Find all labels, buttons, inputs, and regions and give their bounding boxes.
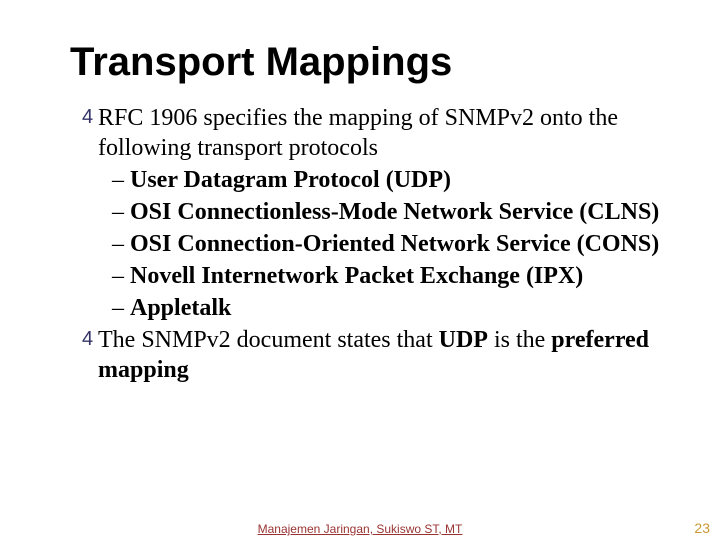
sub-item: – Novell Internetwork Packet Exchange (I… xyxy=(112,261,670,291)
sub-item: – Appletalk xyxy=(112,293,670,323)
slide-content: 4 RFC 1906 specifies the mapping of SNMP… xyxy=(70,103,670,385)
dash-icon: – xyxy=(112,261,130,291)
bullet-item: 4 RFC 1906 specifies the mapping of SNMP… xyxy=(82,103,670,163)
sub-text: Novell Internetwork Packet Exchange (IPX… xyxy=(130,261,670,291)
sub-text: OSI Connectionless-Mode Network Service … xyxy=(130,197,670,227)
dash-icon: – xyxy=(112,197,130,227)
footer-text: Manajemen Jaringan, Sukiswo ST, MT xyxy=(0,522,720,536)
dash-icon: – xyxy=(112,165,130,195)
sub-item: – OSI Connectionless-Mode Network Servic… xyxy=(112,197,670,227)
checkmark-icon: 4 xyxy=(82,103,98,131)
bullet-item: 4 The SNMPv2 document states that UDP is… xyxy=(82,325,670,385)
bullet-text: The SNMPv2 document states that UDP is t… xyxy=(98,325,670,385)
sub-text: OSI Connection-Oriented Network Service … xyxy=(130,229,670,259)
sub-item: – OSI Connection-Oriented Network Servic… xyxy=(112,229,670,259)
dash-icon: – xyxy=(112,229,130,259)
sub-text: Appletalk xyxy=(130,293,670,323)
bullet-text: RFC 1906 specifies the mapping of SNMPv2… xyxy=(98,103,670,163)
slide-title: Transport Mappings xyxy=(70,40,670,85)
sub-text: User Datagram Protocol (UDP) xyxy=(130,165,670,195)
sub-item: – User Datagram Protocol (UDP) xyxy=(112,165,670,195)
checkmark-icon: 4 xyxy=(82,325,98,353)
dash-icon: – xyxy=(112,293,130,323)
page-number: 23 xyxy=(694,520,710,536)
slide: Transport Mappings 4 RFC 1906 specifies … xyxy=(0,0,720,540)
